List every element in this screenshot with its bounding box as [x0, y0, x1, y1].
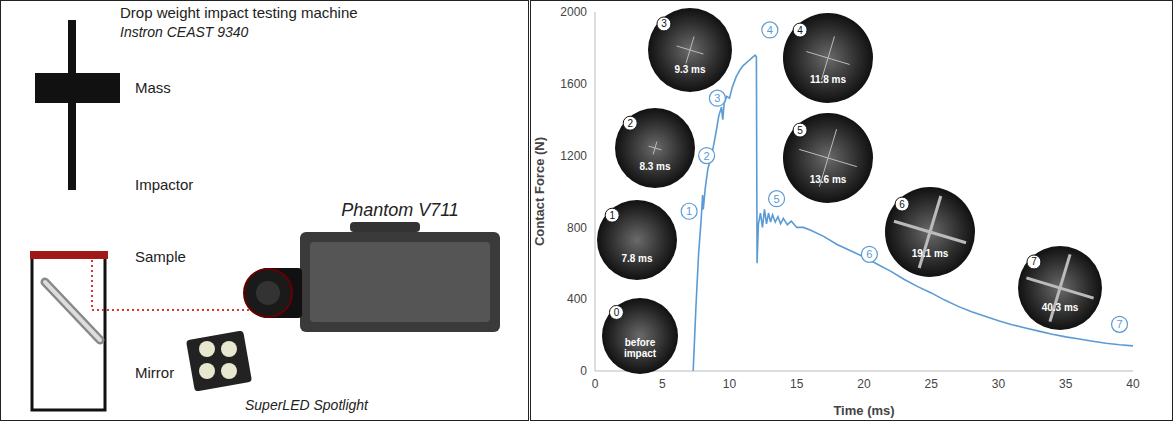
svg-text:5: 5: [797, 125, 803, 136]
svg-text:Mass: Mass: [135, 79, 171, 96]
svg-text:40: 40: [1126, 377, 1140, 391]
svg-text:Drop weight impact testing mac: Drop weight impact testing machine: [120, 4, 358, 21]
svg-text:5: 5: [659, 377, 666, 391]
svg-text:Mirror: Mirror: [135, 364, 174, 381]
svg-text:Phantom V711: Phantom V711: [341, 200, 459, 220]
svg-text:Time (ms): Time (ms): [833, 403, 894, 418]
svg-text:25: 25: [925, 377, 939, 391]
svg-text:9.3 ms: 9.3 ms: [674, 64, 706, 75]
svg-text:4: 4: [767, 24, 773, 36]
svg-text:400: 400: [567, 292, 587, 306]
svg-text:0: 0: [592, 377, 599, 391]
svg-text:6: 6: [866, 248, 872, 260]
svg-text:0: 0: [580, 364, 587, 378]
svg-text:35: 35: [1059, 377, 1073, 391]
svg-text:7.8 ms: 7.8 ms: [621, 253, 653, 264]
svg-text:11.8 ms: 11.8 ms: [810, 74, 847, 85]
svg-text:1: 1: [609, 210, 615, 221]
svg-text:Impactor: Impactor: [135, 176, 193, 193]
svg-text:19.1 ms: 19.1 ms: [912, 248, 949, 259]
svg-text:6: 6: [899, 199, 905, 210]
svg-text:1: 1: [686, 205, 692, 217]
svg-text:before: before: [625, 337, 656, 348]
svg-text:2000: 2000: [560, 5, 587, 19]
svg-text:5: 5: [774, 193, 780, 205]
svg-text:3: 3: [714, 92, 720, 104]
svg-text:4: 4: [797, 25, 803, 36]
svg-text:Contact Force (N): Contact Force (N): [533, 137, 547, 246]
svg-text:impact: impact: [624, 348, 657, 359]
svg-text:10: 10: [723, 377, 737, 391]
svg-text:2: 2: [704, 150, 710, 162]
svg-text:40.3 ms: 40.3 ms: [1042, 302, 1079, 313]
svg-text:15: 15: [790, 377, 804, 391]
svg-text:7: 7: [1031, 256, 1037, 267]
svg-text:SuperLED Spotlight: SuperLED Spotlight: [245, 397, 369, 413]
svg-text:1600: 1600: [560, 77, 587, 91]
svg-text:800: 800: [567, 221, 587, 235]
svg-text:Sample: Sample: [135, 248, 186, 265]
svg-text:30: 30: [992, 377, 1006, 391]
svg-text:3: 3: [661, 18, 667, 29]
svg-text:20: 20: [857, 377, 871, 391]
svg-text:Instron CEAST 9340: Instron CEAST 9340: [120, 24, 249, 40]
svg-text:1200: 1200: [560, 149, 587, 163]
svg-text:8.3 ms: 8.3 ms: [639, 161, 671, 172]
svg-text:7: 7: [1116, 318, 1122, 330]
svg-text:0: 0: [614, 307, 620, 318]
svg-text:2: 2: [627, 118, 633, 129]
svg-text:13.6 ms: 13.6 ms: [810, 174, 847, 185]
